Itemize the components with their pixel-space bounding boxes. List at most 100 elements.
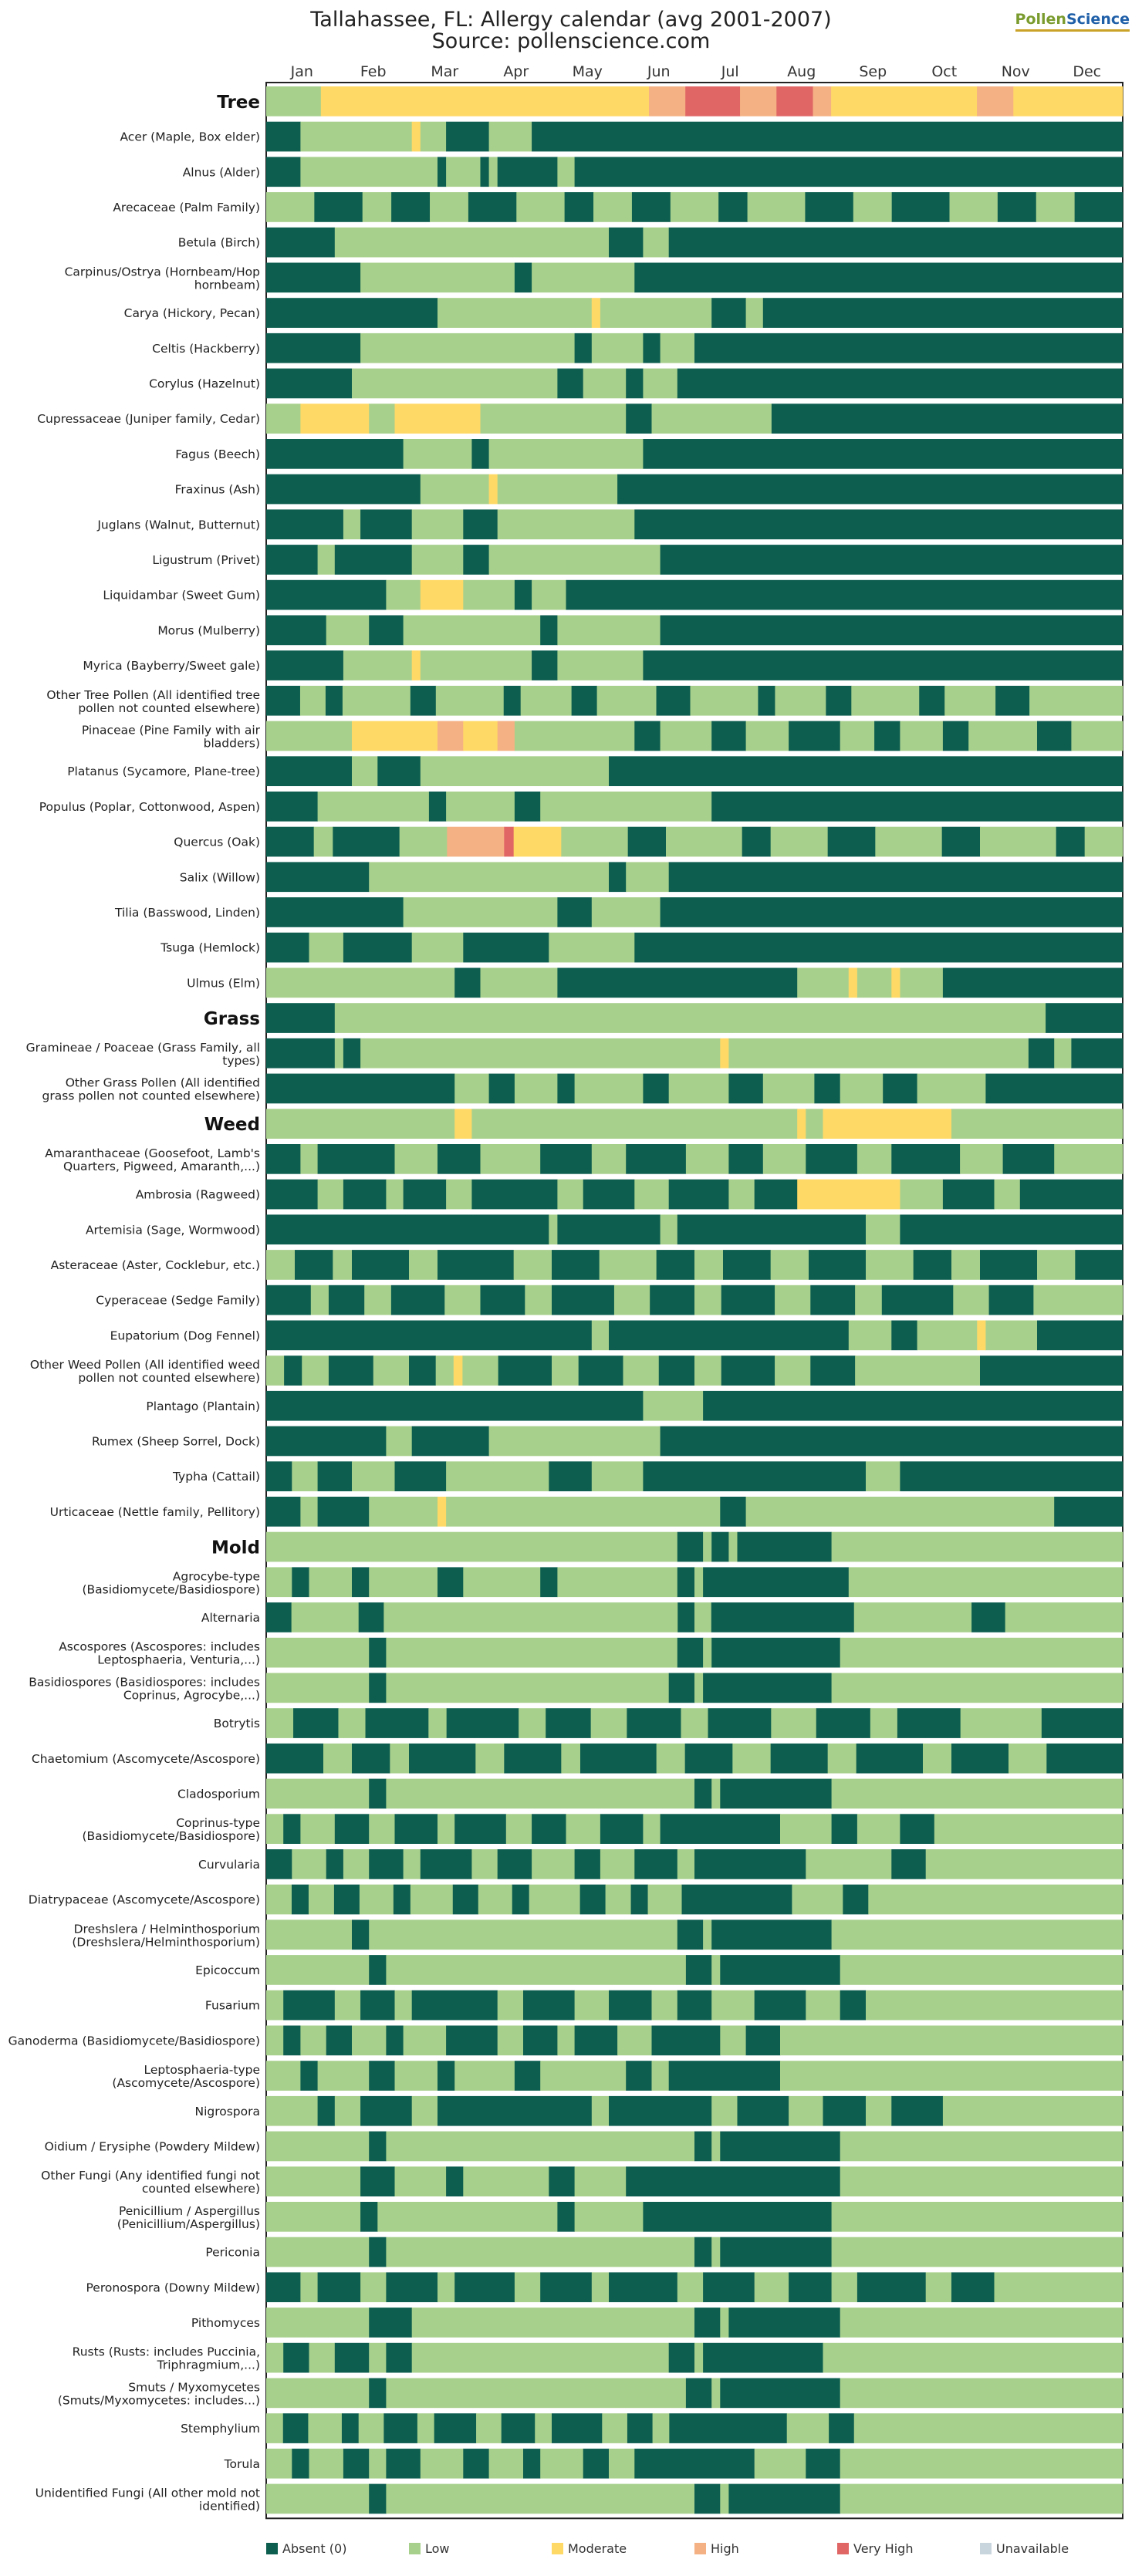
row-label-line: Cladosporium: [177, 1787, 260, 1801]
row-bar-segment-4: [409, 1250, 438, 1280]
row-bar-segment-8: [728, 1073, 764, 1104]
row-bar-segment-10: [529, 1884, 581, 1915]
row-label-line: Dreshslera / Helminthosporium: [74, 1922, 260, 1936]
row-bar-segment-18: [855, 1356, 981, 1386]
row-bar-segment-11: [677, 2272, 704, 2303]
row-bar-segment-8: [627, 826, 667, 857]
row-label-line: Arecaceae (Palm Family): [113, 201, 260, 214]
row-bar-segment-5: [435, 685, 505, 716]
row-bar-segment-8: [1071, 1038, 1123, 1069]
row-bar-segment-11: [823, 2095, 867, 2126]
row-bar-segment-9: [656, 1743, 686, 1774]
row-bar-segment-6: [831, 1778, 1123, 1809]
row-bar-segment-4: [438, 1144, 481, 1174]
row-bar-segment-2: [309, 1567, 353, 1598]
row-bar-segment-2: [369, 1919, 678, 1950]
row-bar-segment-1: [317, 792, 430, 822]
allergy-calendar-plot: Jan Feb Mar Apr May Jun Jul Aug Sep Oct Nov Dec Tree…: [0, 59, 1130, 2521]
row-bar-segment-4: [411, 2095, 438, 2126]
row-bar-segment-4: [386, 2272, 438, 2303]
row-bar-segment-7: [626, 2166, 841, 2196]
row-label: Epicoccum: [195, 1963, 260, 1977]
row-bar-segment-4: [359, 1884, 394, 1915]
row-bar-segment-9: [631, 192, 671, 222]
row-label: Alternaria: [201, 1611, 260, 1625]
row-bar-segment-1: [369, 2237, 387, 2267]
row-bar-segment-1: [283, 2025, 301, 2056]
row-bar-segment-2: [360, 509, 413, 540]
legend-label-5: Unavailable: [996, 2541, 1069, 2556]
row-bar-segment-1: [343, 509, 361, 540]
row-bar-segment-12: [758, 685, 775, 716]
row-bar-segment-10: [650, 1285, 695, 1315]
row-bar-segment-9: [596, 685, 657, 716]
row-bar-segment-0: [266, 403, 301, 434]
row-bar-segment-7: [446, 2025, 498, 2056]
row-bar-segment-12: [617, 2025, 652, 2056]
row-bar-segment-0: [266, 1919, 353, 1950]
row-bar-segment-13: [891, 2095, 944, 2126]
row-bar-segment-4: [617, 474, 1123, 505]
row-bar-segment-2: [411, 1426, 489, 1457]
row-bar-segment-1: [403, 439, 472, 469]
row-bar-segment-11: [690, 685, 759, 716]
row-bar-segment-13: [630, 1884, 648, 1915]
row-bar-segment-5: [444, 1285, 481, 1315]
row-bar-segment-6: [1028, 1038, 1055, 1069]
row-bar-segment-4: [438, 1497, 447, 1527]
row-bar-segment-15: [891, 192, 950, 222]
row-bar-segment-5: [626, 403, 652, 434]
row-bar-segment-3: [352, 1461, 395, 1491]
row-bar-segment-6: [900, 1214, 1123, 1245]
row-bar-segment-8: [1037, 1320, 1123, 1351]
row-bar-segment-2: [302, 1356, 329, 1386]
row-bar-segment-4: [447, 826, 505, 857]
month-label-apr: Apr: [503, 63, 529, 80]
row-bar-segment-4: [403, 1179, 447, 1210]
row-bar-segment-12: [883, 1073, 917, 1104]
row-label-line: hornbeam): [194, 278, 260, 292]
row-bar-segment-7: [561, 826, 629, 857]
row-bar-segment-12: [703, 2272, 755, 2303]
row-label-line: Typha (Cattail): [172, 1470, 260, 1484]
row-bar-segment-12: [806, 1144, 858, 1174]
row-bar-segment-7: [546, 1708, 592, 1738]
row-bar-segment-0: [266, 192, 315, 222]
row-bar-segment-2: [309, 2448, 344, 2479]
row-bar-segment-2: [334, 2095, 361, 2126]
row-bar-segment-6: [549, 1461, 593, 1491]
row-label-line: Acer (Maple, Box elder): [120, 130, 260, 144]
row-bar-segment-7: [557, 157, 575, 187]
row-label: Acer (Maple, Box elder): [120, 130, 260, 144]
row-bar-segment-3: [369, 2061, 395, 2091]
row-bar-segment-10: [557, 2025, 575, 2056]
row-label: Cyperaceae (Sedge Family): [96, 1294, 260, 1308]
row-bar-segment-18: [853, 2413, 1123, 2443]
row-bar-segment-9: [591, 2272, 610, 2303]
row-bar-segment-13: [805, 192, 854, 222]
row-bar-segment-16: [792, 1884, 843, 1915]
row-bar-segment-5: [438, 1567, 464, 1598]
pollenscience-logo: PollenScience: [1015, 11, 1130, 32]
row-bar-segment-4: [532, 650, 558, 680]
row-bar-segment-1: [420, 474, 489, 505]
row-bar-segment-6: [454, 2272, 515, 2303]
row-bar-segment-4: [609, 756, 1123, 786]
row-bar-segment-5: [446, 1708, 519, 1738]
row-bar-segment-4: [358, 2413, 384, 2443]
row-bar-segment-5: [383, 2413, 418, 2443]
row-bar-segment-2: [394, 2166, 447, 2196]
row-bar-segment-18: [1046, 1743, 1123, 1774]
row-bar-segment-5: [409, 1356, 437, 1386]
group-weed-bar-segment-2: [471, 1109, 798, 1139]
row-bar-segment-6: [651, 403, 772, 434]
row-bar-segment-4: [463, 932, 549, 963]
row-bar-segment-11: [677, 1990, 712, 2021]
row-bar-segment-11: [583, 2448, 610, 2479]
row-bar-segment-3: [394, 1144, 438, 1174]
row-bar-segment-9: [523, 2025, 558, 2056]
row-bar-segment-9: [745, 721, 789, 751]
legend-swatch-1: [409, 2543, 421, 2554]
row-bar-segment-5: [720, 1778, 832, 1809]
row-bar-segment-3: [685, 1955, 712, 1985]
